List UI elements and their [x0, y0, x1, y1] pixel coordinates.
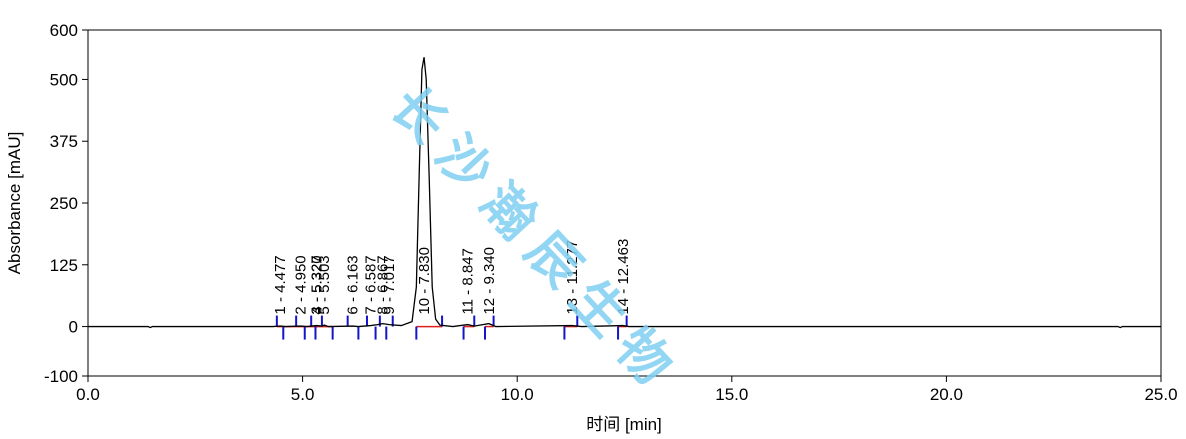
y-tick-label: 125	[50, 256, 78, 275]
x-tick-label: 5.0	[291, 385, 315, 404]
y-tick-label: 0	[69, 318, 78, 337]
peak-label: 11 - 8.847	[460, 248, 477, 314]
x-tick-label: 15.0	[715, 385, 748, 404]
y-tick-label: 250	[50, 194, 78, 213]
y-tick-label: 500	[50, 70, 78, 89]
peak-label: 5 - 5.503	[316, 255, 333, 314]
integration-marks	[275, 315, 628, 340]
y-tick-label: 375	[50, 132, 78, 151]
peak-label: 14 - 12.463	[615, 239, 632, 315]
peak-label: 12 - 9.340	[481, 247, 498, 315]
peak-label: 7 - 6.587	[363, 255, 380, 314]
peak-label: 6 - 6.163	[345, 255, 362, 314]
x-axis-title: 时间 [min]	[586, 415, 662, 434]
peak-label: 1 - 4.477	[272, 255, 289, 314]
peak-label: 13 - 11.277	[564, 240, 581, 315]
peak-label: 4 - 5.327	[309, 255, 326, 314]
y-tick-label: -100	[44, 367, 78, 386]
y-axis-title: Absorbance [mAU]	[5, 132, 24, 275]
peak-label: 10 - 7.830	[416, 247, 433, 315]
x-tick-label: 25.0	[1144, 385, 1177, 404]
x-tick-label: 20.0	[930, 385, 963, 404]
trace-series	[88, 57, 1161, 329]
x-tick-label: 10.0	[501, 385, 534, 404]
watermark-text: 长沙瀚辰生物	[378, 76, 692, 407]
y-tick-label: 600	[50, 21, 78, 40]
peak-label: 9 - 7.017	[381, 255, 398, 314]
peak-label: 2 - 4.950	[293, 255, 310, 314]
axis-ticks: 0.0 5.0 10.0 15.0 20.0 25.0 600 500 375 250 125 0 -1…	[44, 21, 1178, 404]
chromatogram-trace	[88, 57, 1161, 329]
peak-label: 3 - 5.320	[308, 255, 325, 314]
peak-label: 8 - 6.867	[375, 255, 392, 314]
x-tick-label: 0.0	[76, 385, 100, 404]
